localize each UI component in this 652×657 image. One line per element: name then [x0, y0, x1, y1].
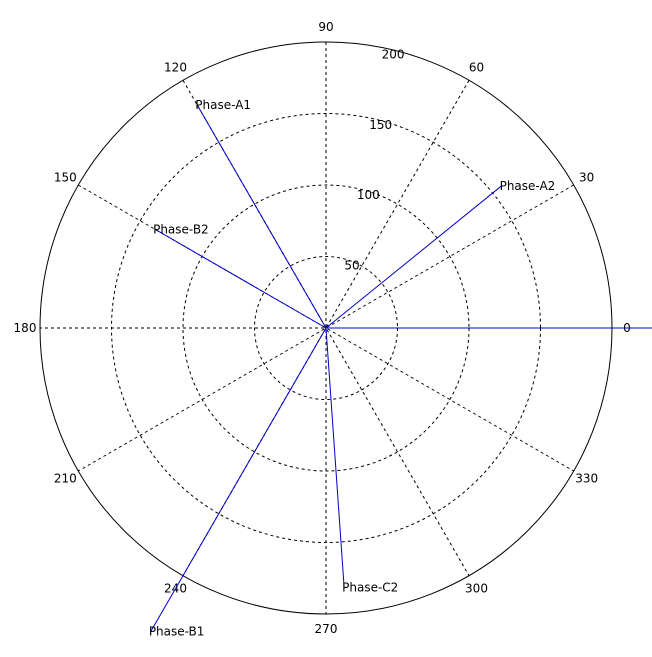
radial-tick-label: 100: [357, 188, 380, 202]
grid-spoke: [78, 184, 574, 472]
phasor-line: [154, 228, 327, 329]
radial-tick-label: 50: [344, 259, 359, 273]
phasor-line: [196, 104, 327, 329]
angle-tick-label: 30: [579, 171, 594, 185]
angle-tick-label: 270: [315, 622, 338, 636]
angle-tick-label: 330: [575, 472, 598, 486]
phasor-series: Phase-A1Phase-A2Phase-B1Phase-B2Phase-C1…: [149, 98, 652, 638]
phasor-line: [325, 327, 345, 588]
grid-spoke: [78, 184, 574, 472]
grid-spoke: [182, 80, 470, 576]
angle-tick-label: 90: [318, 20, 333, 34]
angle-tick-label: 120: [164, 60, 187, 74]
phasor-label: Phase-B1: [149, 624, 205, 638]
phasor-line: [150, 327, 327, 632]
phasor-label: Phase-C2: [342, 581, 398, 595]
angle-tick-label: 150: [54, 171, 77, 185]
angle-tick-label: 180: [14, 321, 37, 335]
phasor-line: [325, 185, 502, 329]
angle-tick-label: 60: [469, 60, 484, 74]
angle-tick-label: 210: [54, 472, 77, 486]
radial-tick-label: 150: [369, 118, 392, 132]
phasor-label: Phase-B2: [153, 222, 209, 236]
radial-tick-label: 200: [382, 47, 405, 61]
tick-labels: 0306090120150180210240270300330501001502…: [14, 20, 631, 636]
angle-tick-label: 300: [465, 582, 488, 596]
phasor-label: Phase-A1: [195, 98, 251, 112]
phasor-label: Phase-A2: [500, 179, 556, 193]
